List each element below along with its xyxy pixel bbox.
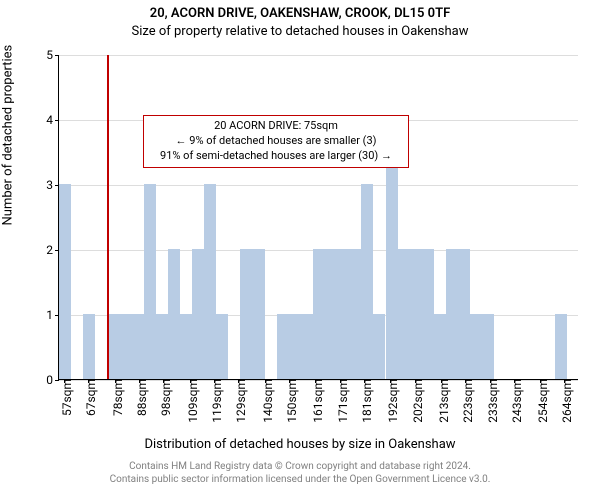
histogram-bar	[313, 249, 325, 379]
histogram-bar	[337, 249, 349, 379]
chart-title-line1: 20, ACORN DRIVE, OAKENSHAW, CROOK, DL15 …	[0, 6, 600, 21]
histogram-bar	[240, 249, 252, 379]
histogram-bar	[555, 314, 567, 379]
histogram-bar	[482, 314, 494, 379]
footer-line1: Contains HM Land Registry data © Crown c…	[0, 460, 600, 473]
x-tick-label: 171sqm	[330, 379, 350, 423]
y-tick-label: 3	[46, 178, 59, 192]
histogram-bar	[470, 314, 482, 379]
x-tick-label: 254sqm	[530, 379, 550, 423]
plot-area: 01234557sqm67sqm78sqm88sqm98sqm109sqm119…	[58, 55, 578, 380]
x-tick-label: 213sqm	[431, 379, 451, 423]
annotation-box: 20 ACORN DRIVE: 75sqm← 9% of detached ho…	[143, 115, 409, 168]
histogram-bar	[168, 249, 180, 379]
histogram-bar	[361, 184, 373, 379]
histogram-bar	[144, 184, 156, 379]
x-tick-label: 88sqm	[129, 379, 149, 416]
y-axis-label: Number of detached properties	[1, 209, 16, 225]
histogram-bar	[59, 184, 71, 379]
x-tick-label: 109sqm	[180, 379, 200, 423]
x-tick-label: 57sqm	[54, 379, 74, 416]
footer-attribution: Contains HM Land Registry data © Crown c…	[0, 460, 600, 486]
x-tick-label: 129sqm	[228, 379, 248, 423]
y-tick-label: 2	[46, 243, 59, 257]
property-marker-line	[107, 55, 109, 379]
histogram-bar	[325, 249, 337, 379]
footer-line2: Contains public sector information licen…	[0, 473, 600, 486]
annotation-line2: ← 9% of detached houses are smaller (3)	[150, 134, 402, 149]
histogram-bar	[289, 314, 301, 379]
histogram-bar	[83, 314, 95, 379]
histogram-bar	[156, 314, 168, 379]
x-tick-label: 140sqm	[255, 379, 275, 423]
y-tick-label: 4	[46, 113, 59, 127]
x-tick-label: 223sqm	[455, 379, 475, 423]
x-tick-label: 67sqm	[78, 379, 98, 416]
histogram-bar	[446, 249, 458, 379]
x-axis-label: Distribution of detached houses by size …	[0, 437, 600, 452]
y-tick-label: 5	[46, 48, 59, 62]
x-tick-label: 119sqm	[204, 379, 224, 423]
histogram-bar	[398, 249, 410, 379]
histogram-bar	[180, 314, 192, 379]
x-tick-label: 161sqm	[305, 379, 325, 423]
x-tick-label: 181sqm	[354, 379, 374, 423]
histogram-bar	[204, 184, 216, 379]
histogram-bar	[410, 249, 422, 379]
gridline	[59, 55, 578, 56]
x-tick-label: 150sqm	[279, 379, 299, 423]
x-tick-label: 98sqm	[153, 379, 173, 416]
histogram-bar	[216, 314, 228, 379]
x-tick-label: 264sqm	[554, 379, 574, 423]
histogram-bar	[434, 314, 446, 379]
histogram-bar	[252, 249, 264, 379]
x-tick-label: 78sqm	[105, 379, 125, 416]
histogram-bar	[422, 249, 434, 379]
x-tick-label: 243sqm	[504, 379, 524, 423]
x-tick-label: 202sqm	[405, 379, 425, 423]
annotation-line1: 20 ACORN DRIVE: 75sqm	[150, 119, 402, 134]
gridline	[59, 185, 578, 186]
histogram-bar	[349, 249, 361, 379]
histogram-bar	[192, 249, 204, 379]
histogram-bar	[119, 314, 131, 379]
histogram-chart: 20, ACORN DRIVE, OAKENSHAW, CROOK, DL15 …	[0, 0, 600, 500]
annotation-line3: 91% of semi-detached houses are larger (…	[150, 149, 402, 164]
chart-title-line2: Size of property relative to detached ho…	[0, 24, 600, 39]
histogram-bar	[373, 314, 385, 379]
histogram-bar	[132, 314, 144, 379]
x-tick-label: 233sqm	[480, 379, 500, 423]
histogram-bar	[458, 249, 470, 379]
x-tick-label: 192sqm	[380, 379, 400, 423]
histogram-bar	[277, 314, 289, 379]
y-tick-label: 1	[46, 308, 59, 322]
histogram-bar	[301, 314, 313, 379]
